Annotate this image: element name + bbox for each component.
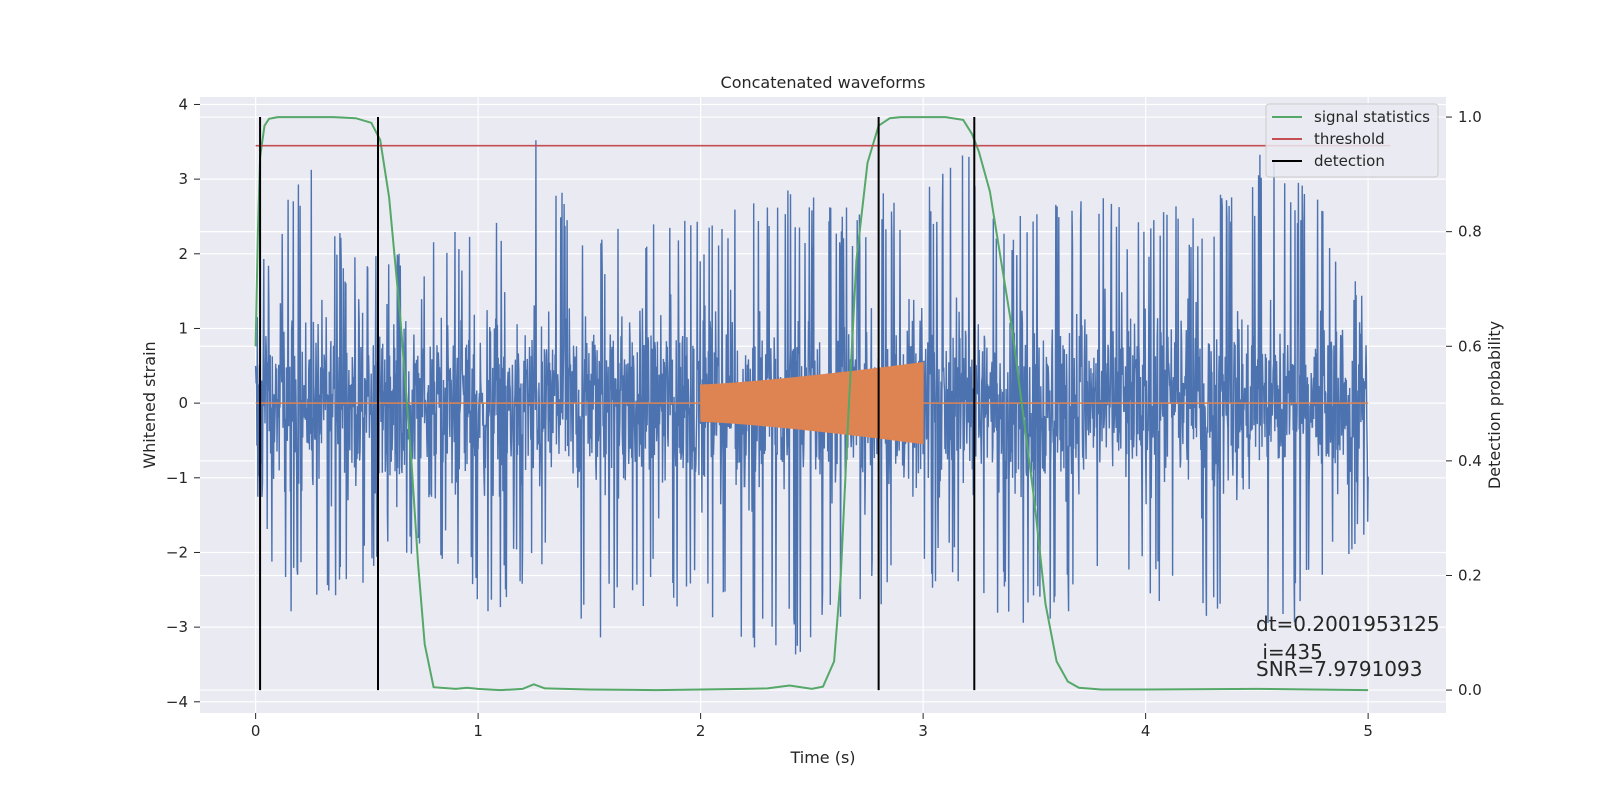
y2-tick-label: 0.4 <box>1458 452 1482 470</box>
y2-tick-label: 0.0 <box>1458 681 1482 699</box>
x-axis-label: Time (s) <box>789 748 855 767</box>
annotation-snr: SNR=7.9791093 <box>1256 657 1422 681</box>
x-tick-label: 3 <box>918 722 928 740</box>
x-tick-label: 2 <box>696 722 706 740</box>
legend: signal statistics threshold detection <box>1265 103 1439 178</box>
legend-label-signal-statistics: signal statistics <box>1314 108 1430 126</box>
y-tick-label: 2 <box>178 245 188 263</box>
legend-label-threshold: threshold <box>1314 130 1385 148</box>
signal-statistics-line <box>254 116 1369 692</box>
y-tick-label: −4 <box>166 693 188 711</box>
x-tick-label: 4 <box>1141 722 1151 740</box>
template-chirp-line <box>700 362 924 445</box>
y2-tick-label: 0.2 <box>1458 566 1482 584</box>
annotation-dt: dt=0.2001953125 <box>1256 612 1440 636</box>
y-tick-label: 4 <box>178 95 188 113</box>
y2-tick-label: 0.8 <box>1458 223 1482 241</box>
y-tick-label: 1 <box>178 319 188 337</box>
y-tick-label: 0 <box>178 394 188 412</box>
y2-tick-label: 1.0 <box>1458 108 1482 126</box>
series <box>254 116 1391 692</box>
x-tick-label: 5 <box>1363 722 1373 740</box>
legend-box <box>1265 103 1439 178</box>
y2-tick-label: 0.6 <box>1458 337 1482 355</box>
strain-series-line <box>254 140 1369 655</box>
y-tick-label: −3 <box>166 618 188 636</box>
ticks: 0 1 2 3 4 5 −4 −3 −2 −1 0 1 2 3 4 0.0 0.2 0.4 0.6 0.8 1.0 <box>166 95 1482 740</box>
legend-label-detection: detection <box>1314 152 1385 170</box>
x-tick-label: 0 <box>251 722 261 740</box>
annotation-i: i=435 <box>1256 640 1323 664</box>
y-tick-label: −1 <box>166 469 188 487</box>
x-tick-label: 1 <box>473 722 483 740</box>
y-tick-label: 3 <box>178 170 188 188</box>
chart-title: Concatenated waveforms <box>721 73 926 92</box>
y-tick-label: −2 <box>166 543 188 561</box>
y2-axis-label: Detection probability <box>1485 321 1504 489</box>
y-axis-label: Whitened strain <box>140 341 159 468</box>
